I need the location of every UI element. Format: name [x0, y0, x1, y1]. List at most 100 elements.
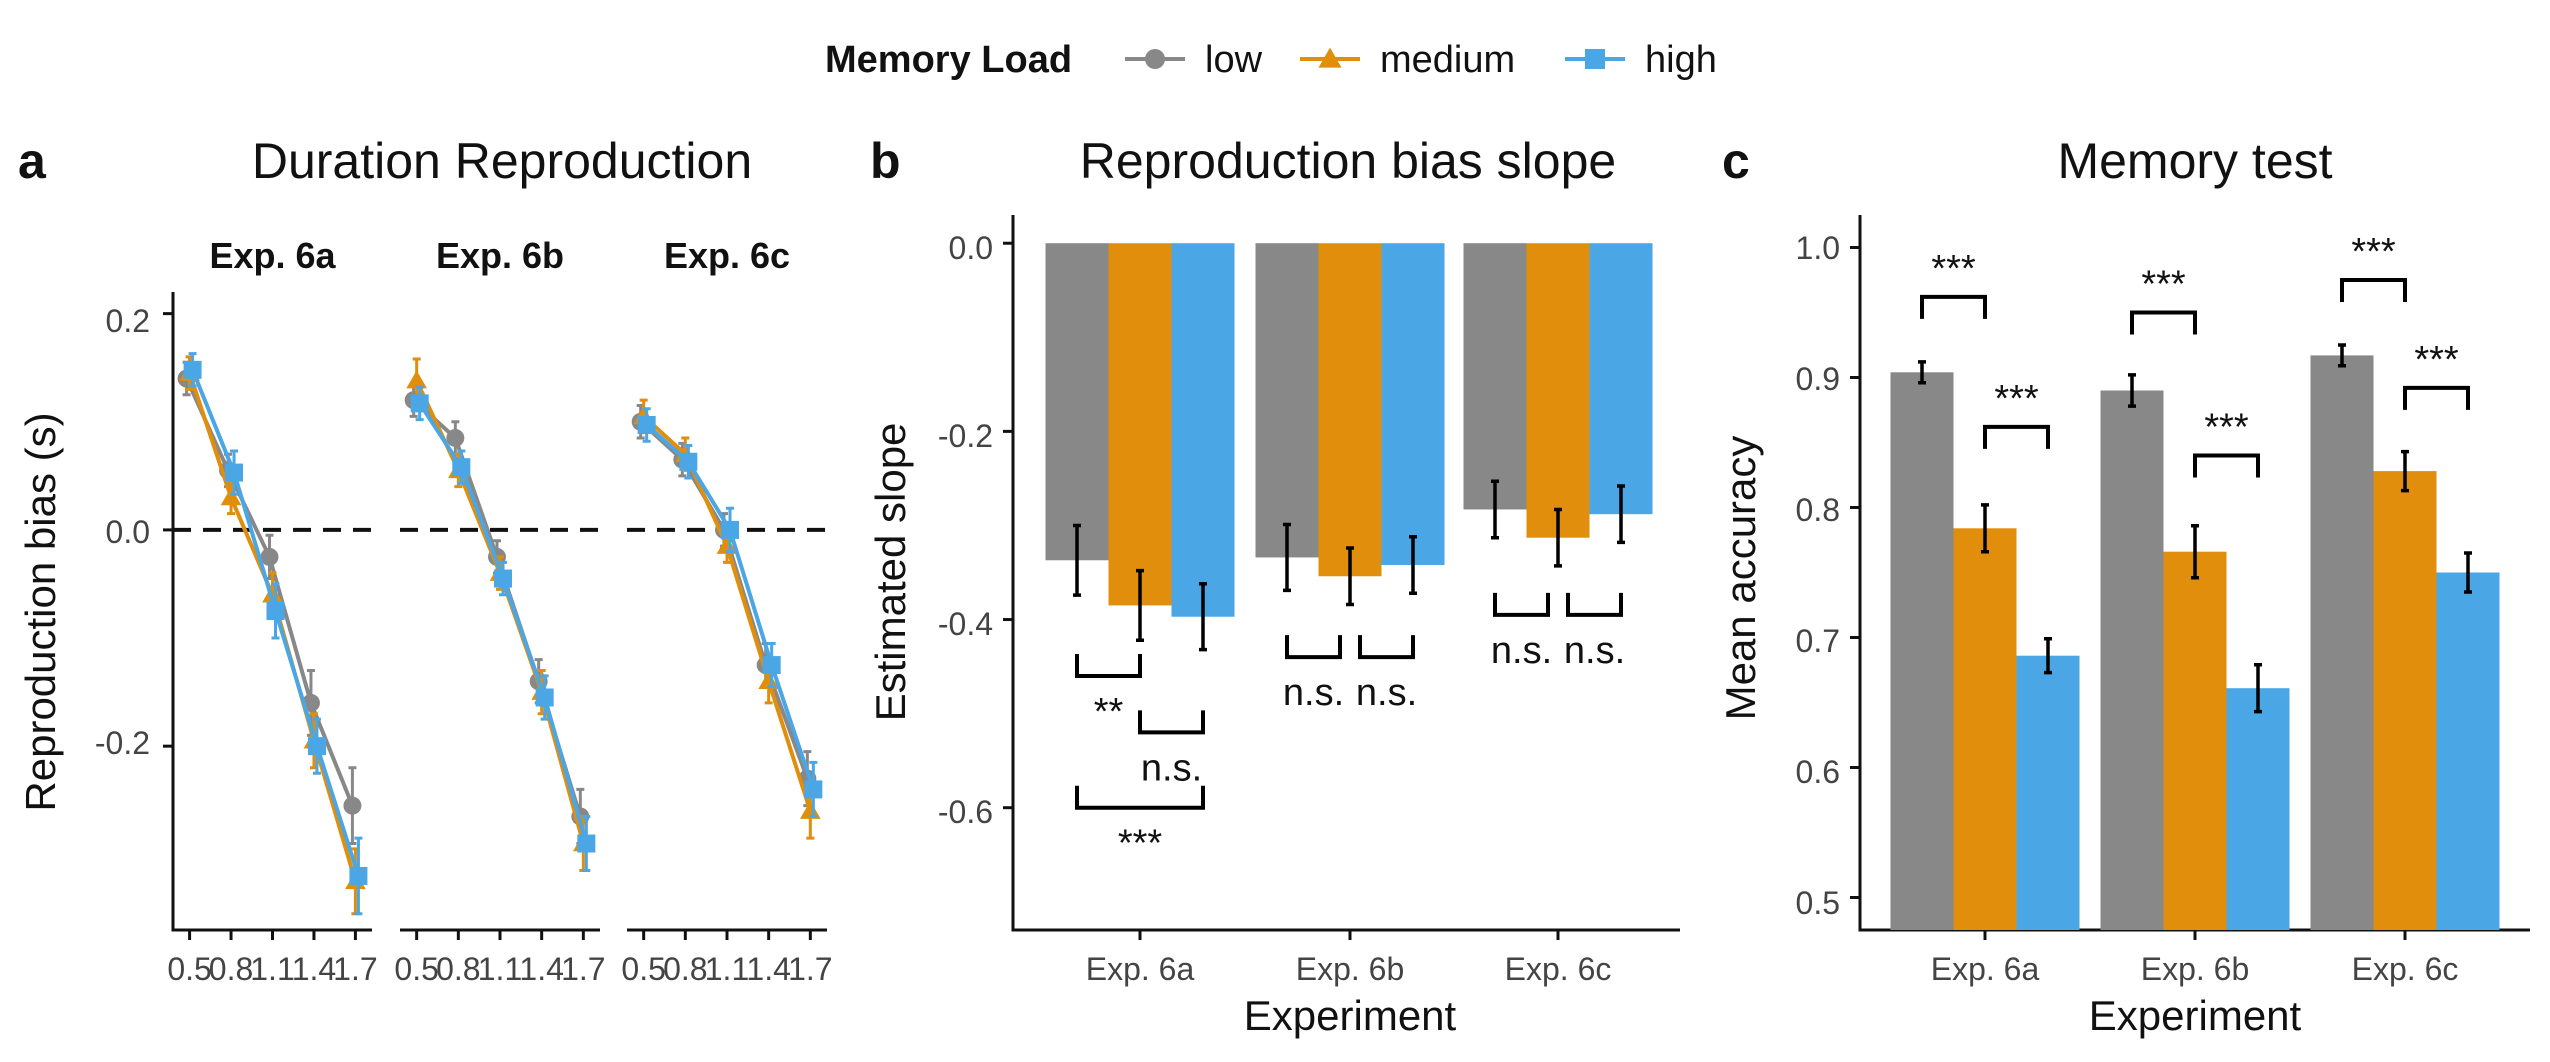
panel-a-ytick-label: -0.2 — [95, 725, 150, 761]
data-point-medium — [716, 535, 738, 554]
significance-bracket — [2403, 385, 2470, 410]
errorbar-low — [1283, 522, 1291, 593]
panel-a-ytick-label: 0.0 — [106, 514, 150, 550]
data-point-high — [225, 463, 244, 482]
data-point-low — [446, 428, 465, 447]
errorbar-medium — [1346, 546, 1354, 607]
significance-bracket — [2130, 310, 2197, 335]
data-point-high — [183, 360, 202, 379]
panel-a-xtick-label: 1.1 — [250, 951, 294, 987]
significance-label: *** — [1931, 248, 1976, 290]
data-point-low — [260, 547, 279, 566]
errorbar-low — [2128, 373, 2136, 408]
significance-label: *** — [1994, 378, 2039, 420]
panel-c-xlabel: Experiment — [2089, 992, 2302, 1039]
facet-label: Exp. 6a — [209, 235, 336, 276]
data-point-high — [452, 458, 471, 477]
panel-c-ytick-label: 0.8 — [1796, 492, 1840, 528]
significance-bracket — [1075, 653, 1142, 678]
panel-c-plot: Exp. 6a Exp. 6b Exp. 6c *** *** *** *** *** *** — [1850, 215, 2530, 987]
panel-b-ytick-label: 0.0 — [949, 230, 993, 266]
data-point-high — [721, 520, 739, 539]
series-line-high — [645, 423, 816, 791]
significance-bracket — [1920, 294, 1987, 319]
panel-a-xtick-label: 1.1 — [478, 951, 522, 987]
data-point-low — [343, 796, 362, 815]
panel-b-letter: b — [870, 133, 901, 189]
data-point-medium — [262, 584, 283, 603]
data-point-high — [494, 569, 512, 588]
legend-marker-medium — [1318, 47, 1342, 68]
bar-low — [1255, 243, 1319, 558]
bar-medium — [1526, 243, 1590, 538]
data-point-high — [762, 656, 781, 675]
significance-bracket — [1493, 592, 1550, 617]
significance-label: ** — [1094, 691, 1124, 733]
errorbar-low — [1073, 523, 1081, 597]
significance-bracket — [2193, 453, 2260, 478]
panel-b-xtick-label: Exp. 6c — [1505, 951, 1612, 987]
significance-label: n.s. — [1283, 672, 1344, 714]
series-line-high — [417, 402, 589, 845]
panel-c: c Memory test Mean accuracy Experiment 1… — [1717, 133, 2530, 1039]
significance-bracket — [1358, 635, 1415, 660]
panel-a: a Duration Reproduction Reproduction bia… — [17, 133, 833, 987]
significance-label: n.s. — [1356, 672, 1417, 714]
panel-c-ylabel: Mean accuracy — [1717, 436, 1764, 721]
panel-a-xtick-label: 1.4 — [519, 951, 563, 987]
panel-a-xtick-label: 0.8 — [436, 951, 480, 987]
panel-a-xtick-label: 0.5 — [621, 951, 665, 987]
errorbar-high — [1199, 582, 1207, 652]
data-point-medium — [799, 800, 821, 819]
errorbar-high — [2464, 551, 2472, 594]
data-point-high — [679, 452, 698, 471]
series-line-medium — [187, 372, 358, 882]
panel-a-xtick-label: 1.1 — [705, 951, 749, 987]
bar-high — [2016, 655, 2080, 930]
panel-b-plot: Exp. 6a Exp. 6b Exp. 6c ** n.s. *** n.s. n.s. n.… — [1003, 215, 1680, 987]
panel-c-ytick-label: 0.7 — [1796, 623, 1840, 659]
data-point-high — [535, 688, 554, 707]
data-point-high — [637, 416, 656, 435]
panel-b-xtick-label: Exp. 6b — [1296, 951, 1405, 987]
panel-c-ytick-label: 0.6 — [1796, 754, 1840, 790]
data-point-medium — [406, 370, 428, 389]
legend-marker-low — [1145, 49, 1165, 69]
panel-c-ytick-label: 0.9 — [1796, 361, 1840, 397]
panel-a-letter: a — [18, 133, 47, 189]
errorbar-low — [1491, 479, 1499, 540]
bar-low — [1890, 372, 1954, 930]
legend-title: Memory Load — [825, 39, 1072, 81]
significance-label: *** — [2204, 407, 2249, 449]
bar-low — [1045, 243, 1109, 561]
significance-label: *** — [2351, 231, 2396, 273]
panel-b-ylabel: Estimated slope — [867, 423, 914, 722]
panel-a-title: Duration Reproduction — [252, 133, 752, 189]
panel-a-xtick-label: 0.8 — [663, 951, 707, 987]
errorbar-medium — [1554, 507, 1562, 568]
panel-b-xlabel: Experiment — [1244, 992, 1457, 1039]
errorbar-high — [1409, 535, 1417, 595]
legend: Memory Load low medium high — [825, 39, 1717, 81]
bar-high — [2226, 688, 2290, 930]
panel-b-title: Reproduction bias slope — [1080, 133, 1616, 189]
bar-medium — [1953, 528, 2017, 930]
errorbar-low — [2338, 343, 2346, 368]
significance-bracket — [1285, 635, 1342, 660]
panel-b-ytick-label: -0.4 — [938, 606, 993, 642]
panel-c-title: Memory test — [2057, 133, 2332, 189]
panel-b-ytick-label: -0.6 — [938, 794, 993, 830]
errorbar-medium — [2191, 523, 2199, 580]
significance-bracket — [1566, 592, 1623, 617]
bar-medium — [1318, 243, 1382, 577]
panel-a-xtick-label: 0.5 — [167, 951, 211, 987]
bar-low — [1463, 243, 1527, 510]
errorbar-high — [2044, 637, 2052, 675]
panel-c-letter: c — [1722, 133, 1750, 189]
significance-label: *** — [2414, 339, 2459, 381]
data-point-high — [349, 866, 368, 885]
panel-a-xtick-label: 1.4 — [292, 951, 336, 987]
bar-medium — [2373, 471, 2437, 930]
